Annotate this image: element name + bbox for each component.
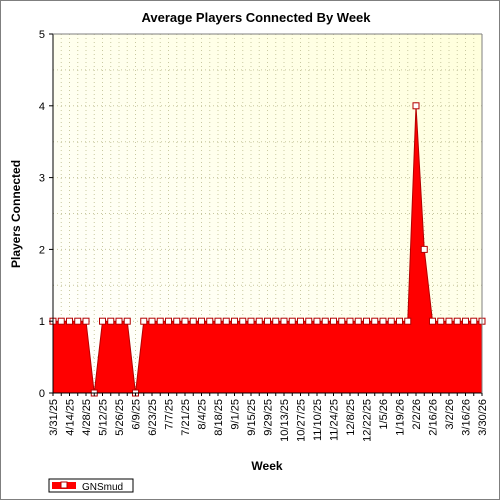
- data-point-marker: [165, 317, 172, 325]
- data-point-marker: [297, 317, 304, 325]
- data-point-marker: [140, 317, 148, 325]
- x-axis-title: Week: [251, 459, 282, 473]
- chart-title: Average Players Connected By Week: [141, 10, 371, 25]
- x-tick-label: 5/26/25: [114, 399, 126, 436]
- x-tick-label: 4/14/25: [65, 399, 77, 436]
- data-point-marker: [222, 317, 230, 325]
- data-point-marker: [379, 317, 387, 325]
- legend: GNSmud: [48, 478, 134, 493]
- data-point-marker: [107, 317, 115, 325]
- x-tick-label: 9/29/25: [263, 399, 275, 436]
- data-point-marker: [115, 317, 123, 325]
- data-point-marker: [57, 317, 65, 325]
- x-tick-label: 7/21/25: [180, 399, 192, 436]
- x-tick-label: 6/9/25: [131, 399, 143, 430]
- data-point-marker: [313, 317, 321, 325]
- x-tick-label: 11/10/25: [312, 399, 324, 441]
- data-point-marker: [99, 317, 106, 325]
- y-tick-label: 3: [39, 173, 45, 185]
- x-tick-label: 1/19/26: [395, 399, 407, 436]
- data-point-marker: [156, 317, 164, 325]
- data-point-marker: [420, 245, 428, 253]
- legend-label-gnsmud: GNSmud: [82, 482, 123, 493]
- data-point-marker: [305, 317, 313, 325]
- x-tick-label: 7/7/25: [164, 399, 176, 430]
- data-point-marker: [404, 317, 412, 325]
- data-point-marker: [189, 317, 197, 325]
- data-point-marker: [429, 317, 436, 325]
- data-point-marker: [470, 317, 478, 325]
- x-tick-label: 9/1/25: [230, 399, 242, 430]
- x-tick-label: 10/13/25: [279, 399, 291, 442]
- data-point-marker: [82, 317, 90, 325]
- x-tick-label: 10/27/25: [296, 399, 308, 442]
- data-point-marker: [453, 317, 461, 325]
- x-tick-label: 3/2/26: [444, 399, 456, 430]
- data-point-marker: [346, 317, 354, 325]
- x-tick-label: 1/5/26: [378, 399, 390, 430]
- data-point-marker: [272, 317, 280, 325]
- data-point-marker: [206, 317, 214, 325]
- data-point-marker: [445, 317, 453, 325]
- legend-marker-gnsmud: [60, 481, 68, 489]
- data-point-marker: [363, 317, 370, 325]
- data-point-marker: [264, 317, 271, 325]
- x-tick-label: 4/28/25: [81, 399, 93, 436]
- data-point-marker: [396, 317, 403, 325]
- x-tick-label: 3/16/26: [461, 399, 473, 436]
- data-point-marker: [412, 102, 420, 110]
- x-tick-label: 11/24/25: [329, 399, 341, 441]
- data-point-marker: [437, 317, 445, 325]
- x-tick-label: 3/30/26: [477, 399, 489, 436]
- data-point-marker: [198, 317, 205, 325]
- axes-layer: 0 1 2 3 4 5 3/31/25 4/14/25 4/28/25 5/12/25 5/26/2…: [39, 29, 489, 442]
- data-point-marker: [321, 317, 329, 325]
- x-tick-label: 2/16/26: [428, 399, 440, 436]
- x-tick-label: 5/12/25: [98, 399, 110, 436]
- data-point-marker: [74, 317, 82, 325]
- x-tick-label: 12/22/25: [362, 399, 374, 442]
- y-tick-label: 2: [39, 244, 45, 256]
- data-point-marker: [173, 317, 181, 325]
- x-tick-label: 2/2/26: [411, 399, 423, 430]
- data-point-marker: [280, 317, 288, 325]
- y-tick-label: 5: [39, 29, 45, 41]
- x-tick-label: 12/8/25: [345, 399, 357, 436]
- data-point-marker: [371, 317, 379, 325]
- data-point-marker: [255, 317, 263, 325]
- y-axis-title: Players Connected: [9, 160, 23, 268]
- x-tick-label: 8/18/25: [213, 399, 225, 436]
- data-point-marker: [354, 317, 362, 325]
- y-tick-label: 0: [39, 388, 45, 400]
- data-point-marker: [387, 317, 395, 325]
- data-point-marker: [338, 317, 346, 325]
- x-tick-label: 8/4/25: [197, 399, 209, 430]
- data-point-marker: [231, 317, 238, 325]
- data-point-marker: [462, 317, 469, 325]
- data-point-marker: [288, 317, 296, 325]
- x-tick-label: 9/15/25: [246, 399, 258, 436]
- y-tick-label: 1: [39, 316, 45, 328]
- data-point-marker: [330, 317, 337, 325]
- data-point-marker: [181, 317, 189, 325]
- data-point-marker: [239, 317, 247, 325]
- x-tick-label: 6/23/25: [147, 399, 159, 436]
- data-point-marker: [247, 317, 255, 325]
- y-tick-label: 4: [39, 101, 45, 113]
- data-point-marker: [66, 317, 73, 325]
- data-point-marker: [123, 317, 131, 325]
- x-tick-label: 3/31/25: [48, 399, 60, 436]
- data-point-marker: [148, 317, 156, 325]
- data-point-marker: [214, 317, 222, 325]
